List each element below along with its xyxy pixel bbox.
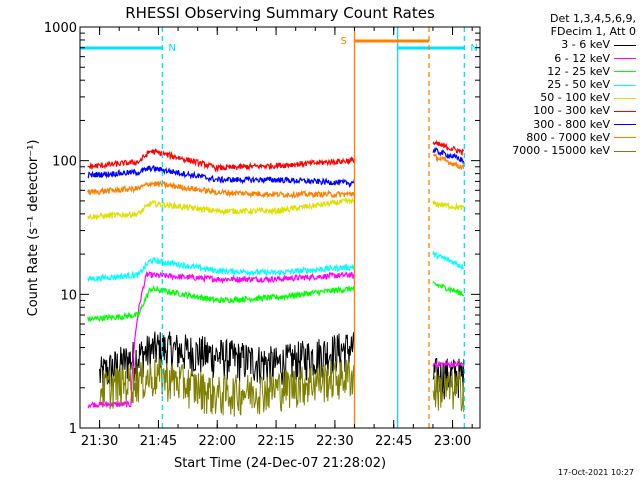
- legend-item-label: 12 - 25 keV: [547, 64, 610, 78]
- series-trace-3: [87, 250, 465, 283]
- series-trace-7: [87, 153, 465, 200]
- legend-swatch: [614, 150, 636, 152]
- y-tick-label-1: 10: [60, 288, 77, 303]
- legend-item-label: 25 - 50 keV: [547, 78, 610, 92]
- axes: 21:30 21:45 22:00 22:15 22:30 22:45 23:00 1 10 10…: [44, 21, 480, 449]
- x-tick-label-0: 21:30: [81, 434, 118, 449]
- legend-item-label: 100 - 300 keV: [533, 104, 610, 118]
- legend-item-4: 50 - 100 keV: [480, 91, 636, 104]
- x-tick-label-5: 22:45: [375, 434, 412, 449]
- plot-frame: [79, 26, 481, 429]
- legend-item-label: 6 - 12 keV: [554, 51, 610, 65]
- legend-item-label: 300 - 800 keV: [533, 117, 610, 131]
- legend-swatch: [614, 124, 636, 126]
- legend-header-line-1: Det 1,3,4,5,6,9,: [549, 12, 636, 25]
- x-tick-label-1: 21:45: [140, 434, 177, 449]
- x-tick-label-6: 23:00: [434, 434, 471, 449]
- chart-title: RHESSI Observing Summary Count Rates: [125, 4, 435, 22]
- legend-item-5: 100 - 300 keV: [480, 104, 636, 117]
- y-tick-label-3: 1000: [44, 21, 77, 36]
- legend-items: 3 - 6 keV 6 - 12 keV 12 - 25 keV 25 - 50 ke…: [480, 38, 636, 157]
- legend-item-label: 3 - 6 keV: [561, 38, 610, 52]
- legend-item-label: 50 - 100 keV: [540, 91, 610, 105]
- y-tick-label-0: 1: [69, 422, 77, 437]
- legend: Det 1,3,4,5,6,9, FDecim 1, Att 0 3 - 6 k…: [480, 12, 636, 157]
- legend-swatch: [614, 58, 636, 60]
- x-tick-label-3: 22:15: [257, 434, 294, 449]
- x-axis-label: Start Time (24-Dec-07 21:28:02): [174, 456, 386, 471]
- legend-item-8: 7000 - 15000 keV: [480, 144, 636, 157]
- series-trace-5: [87, 139, 465, 173]
- legend-item-label: 7000 - 15000 keV: [512, 144, 610, 158]
- series-trace-1: [87, 270, 465, 410]
- series-trace-0: [99, 331, 465, 400]
- series-trace-4: [87, 196, 465, 221]
- legend-item-label: 800 - 7000 keV: [526, 130, 610, 144]
- legend-swatch: [614, 71, 636, 73]
- legend-item-2: 12 - 25 keV: [480, 65, 636, 78]
- legend-swatch: [614, 137, 636, 139]
- flag-label-2: S: [341, 36, 347, 47]
- y-tick-label-2: 100: [52, 155, 77, 170]
- legend-swatch: [614, 44, 636, 46]
- flag-markers: N NS: [80, 27, 478, 428]
- flag-label-0: N: [168, 43, 175, 54]
- legend-swatch: [614, 84, 636, 86]
- footer-date: 17-Oct-2021 10:27: [558, 468, 634, 477]
- legend-item-0: 3 - 6 keV: [480, 38, 636, 51]
- data-traces: [87, 139, 465, 417]
- legend-item-6: 300 - 800 keV: [480, 118, 636, 131]
- series-trace-6: [87, 146, 465, 189]
- x-tick-label-4: 22:30: [316, 434, 353, 449]
- legend-header-line-2: FDecim 1, Att 0: [550, 25, 636, 39]
- series-trace-8: [99, 357, 465, 417]
- legend-item-7: 800 - 7000 keV: [480, 131, 636, 144]
- legend-swatch: [614, 110, 636, 112]
- legend-item-1: 6 - 12 keV: [480, 52, 636, 65]
- y-axis-label: Count Rate (s⁻¹ detector⁻¹): [26, 140, 41, 317]
- flag-label-1: N: [470, 43, 477, 54]
- x-tick-label-2: 22:00: [199, 434, 236, 449]
- legend-item-3: 25 - 50 keV: [480, 78, 636, 91]
- legend-swatch: [614, 97, 636, 99]
- series-trace-2: [87, 280, 465, 323]
